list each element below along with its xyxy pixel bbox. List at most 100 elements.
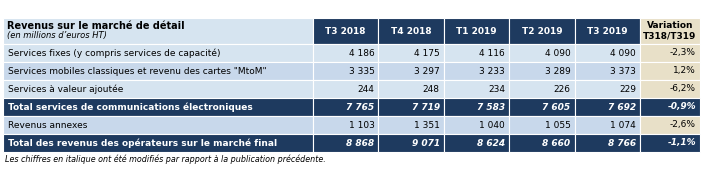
Text: 3 289: 3 289: [545, 66, 571, 75]
Bar: [444, 18, 509, 44]
Bar: [509, 62, 574, 80]
Text: 1 055: 1 055: [545, 121, 571, 130]
Text: 4 186: 4 186: [349, 48, 375, 57]
Text: Revenus sur le marché de détail: Revenus sur le marché de détail: [7, 21, 185, 31]
Bar: [574, 98, 640, 116]
Text: -0,9%: -0,9%: [667, 102, 696, 112]
Text: T2 2019: T2 2019: [522, 26, 562, 35]
Text: 229: 229: [619, 84, 636, 93]
Bar: [313, 98, 378, 116]
Text: 9 071: 9 071: [412, 139, 440, 148]
Bar: [509, 44, 574, 62]
Text: 4 090: 4 090: [610, 48, 636, 57]
Text: (en millions d’euros HT): (en millions d’euros HT): [7, 31, 107, 40]
Text: 7 765: 7 765: [347, 102, 375, 112]
Text: T4 2018: T4 2018: [391, 26, 432, 35]
Bar: [3, 98, 313, 116]
Bar: [3, 62, 313, 80]
Text: 7 583: 7 583: [477, 102, 505, 112]
Text: 244: 244: [358, 84, 375, 93]
Bar: [313, 116, 378, 134]
Bar: [3, 134, 313, 152]
Text: Variation
T318/T319: Variation T318/T319: [643, 21, 697, 41]
Text: 248: 248: [423, 84, 440, 93]
Bar: [313, 44, 378, 62]
Bar: [574, 18, 640, 44]
Bar: [574, 116, 640, 134]
Bar: [640, 134, 700, 152]
Text: T3 2019: T3 2019: [587, 26, 628, 35]
Text: -6,2%: -6,2%: [670, 84, 696, 93]
Bar: [378, 98, 444, 116]
Text: 8 660: 8 660: [543, 139, 571, 148]
Bar: [574, 80, 640, 98]
Bar: [3, 116, 313, 134]
Text: 1 103: 1 103: [349, 121, 375, 130]
Text: 4 090: 4 090: [545, 48, 571, 57]
Text: 3 297: 3 297: [414, 66, 440, 75]
Bar: [378, 80, 444, 98]
Bar: [313, 18, 378, 44]
Bar: [444, 116, 509, 134]
Bar: [640, 18, 700, 44]
Bar: [313, 62, 378, 80]
Text: -1,1%: -1,1%: [667, 139, 696, 148]
Bar: [444, 98, 509, 116]
Text: -2,3%: -2,3%: [670, 48, 696, 57]
Text: Services fixes (y compris services de capacité): Services fixes (y compris services de ca…: [8, 48, 221, 58]
Text: 7 605: 7 605: [543, 102, 571, 112]
Bar: [378, 18, 444, 44]
Text: 4 175: 4 175: [414, 48, 440, 57]
Text: Total des revenus des opérateurs sur le marché final: Total des revenus des opérateurs sur le …: [8, 138, 277, 148]
Bar: [509, 98, 574, 116]
Bar: [313, 80, 378, 98]
Bar: [3, 18, 313, 44]
Text: 3 335: 3 335: [349, 66, 375, 75]
Bar: [640, 80, 700, 98]
Bar: [509, 80, 574, 98]
Text: 234: 234: [488, 84, 505, 93]
Bar: [444, 62, 509, 80]
Text: 1,2%: 1,2%: [673, 66, 696, 75]
Bar: [574, 62, 640, 80]
Text: Services à valeur ajoutée: Services à valeur ajoutée: [8, 84, 123, 94]
Text: Services mobiles classiques et revenu des cartes "MtoM": Services mobiles classiques et revenu de…: [8, 66, 266, 75]
Text: 226: 226: [553, 84, 571, 93]
Text: 1 074: 1 074: [610, 121, 636, 130]
Bar: [444, 44, 509, 62]
Bar: [574, 134, 640, 152]
Bar: [378, 44, 444, 62]
Bar: [444, 80, 509, 98]
Text: -2,6%: -2,6%: [670, 121, 696, 130]
Text: 8 868: 8 868: [347, 139, 375, 148]
Bar: [313, 134, 378, 152]
Bar: [444, 134, 509, 152]
Text: 7 719: 7 719: [412, 102, 440, 112]
Bar: [378, 134, 444, 152]
Bar: [3, 44, 313, 62]
Text: Total services de communications électroniques: Total services de communications électro…: [8, 102, 253, 112]
Text: Les chiffres en italique ont été modifiés par rapport à la publication précédent: Les chiffres en italique ont été modifié…: [5, 154, 325, 163]
Text: T3 2018: T3 2018: [325, 26, 366, 35]
Bar: [574, 44, 640, 62]
Bar: [509, 116, 574, 134]
Text: 1 351: 1 351: [414, 121, 440, 130]
Text: Revenus annexes: Revenus annexes: [8, 121, 87, 130]
Bar: [640, 44, 700, 62]
Bar: [3, 80, 313, 98]
Bar: [378, 116, 444, 134]
Text: 3 373: 3 373: [610, 66, 636, 75]
Text: T1 2019: T1 2019: [456, 26, 497, 35]
Bar: [378, 62, 444, 80]
Text: 3 233: 3 233: [479, 66, 505, 75]
Bar: [640, 98, 700, 116]
Text: 8 766: 8 766: [608, 139, 636, 148]
Bar: [640, 62, 700, 80]
Text: 8 624: 8 624: [477, 139, 505, 148]
Text: 1 040: 1 040: [479, 121, 505, 130]
Bar: [509, 18, 574, 44]
Bar: [509, 134, 574, 152]
Text: 7 692: 7 692: [608, 102, 636, 112]
Text: 4 116: 4 116: [479, 48, 505, 57]
Bar: [640, 116, 700, 134]
